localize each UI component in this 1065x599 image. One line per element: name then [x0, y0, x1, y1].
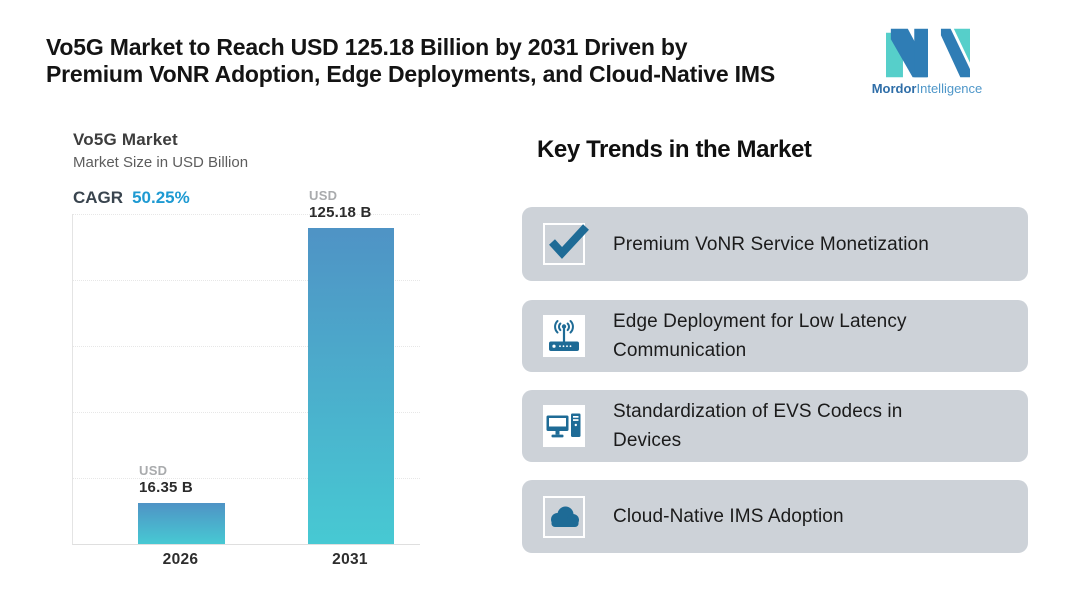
chart-subtitle: Market Size in USD Billion: [73, 154, 249, 171]
brand-name-bold: Mordor: [871, 81, 917, 96]
desktop-computer-icon: [543, 405, 585, 447]
chart-title: Vo5G Market: [73, 130, 178, 149]
brand-name-regular: Intelligence: [916, 81, 983, 96]
gridline: [73, 346, 420, 347]
bar-value: 16.35 B: [139, 479, 193, 496]
trend-card-premium-vonr: Premium VoNR Service Monetization: [522, 207, 1028, 281]
gridline: [73, 412, 420, 413]
mordor-intelligence-wordmark: MordorIntelligence: [862, 81, 992, 96]
gridline: [73, 280, 420, 281]
trend-card-evs-codecs: Standardization of EVS Codecs in Devices: [522, 390, 1028, 462]
page-title-line2: Premium VoNR Adoption, Edge Deployments,…: [46, 61, 775, 87]
cagr-value: 50.25%: [132, 188, 190, 207]
router-antenna-icon: [543, 315, 585, 357]
chart-title-block: Vo5G Market Market Size in USD Billion: [73, 130, 248, 171]
bar-chart-plot-area: USD 16.35 B USD 125.18 B: [72, 189, 420, 545]
trend-card-edge-deployment: Edge Deployment for Low Latency Communic…: [522, 300, 1028, 372]
bar-value-label-2026: USD 16.35 B: [139, 464, 193, 496]
trend-card-label: Standardization of EVS Codecs in Devices: [613, 401, 903, 451]
trend-card-label: Premium VoNR Service Monetization: [613, 233, 929, 255]
trend-card-cloud-native-ims: Cloud-Native IMS Adoption: [522, 480, 1028, 553]
page-title: Vo5G Market to Reach USD 125.18 Billion …: [46, 34, 775, 88]
x-axis-label-2026: 2026: [162, 551, 199, 568]
bar-2031: [308, 228, 394, 544]
cagr-row: CAGR 50.25%: [73, 188, 190, 208]
trend-card-label: Edge Deployment for Low Latency Communic…: [613, 311, 907, 361]
gridline: [73, 214, 420, 215]
bar-currency-label: USD: [139, 463, 168, 478]
x-axis-label-2031: 2031: [332, 551, 368, 568]
bar-value: 125.18 B: [309, 204, 372, 221]
bar-currency-label: USD: [309, 188, 338, 203]
trend-card-label: Cloud-Native IMS Adoption: [613, 506, 844, 527]
mordor-m-logo-icon: [886, 28, 970, 78]
bar-value-label-2031: USD 125.18 B: [309, 189, 371, 221]
cagr-label: CAGR: [73, 188, 124, 207]
checkmark-icon: [543, 223, 589, 265]
page-title-line1: Vo5G Market to Reach USD 125.18 Billion …: [46, 34, 688, 60]
cloud-icon: [543, 495, 585, 538]
gridline: [73, 478, 420, 479]
bar-2026: [138, 503, 225, 544]
trends-heading: Key Trends in the Market: [537, 136, 812, 163]
